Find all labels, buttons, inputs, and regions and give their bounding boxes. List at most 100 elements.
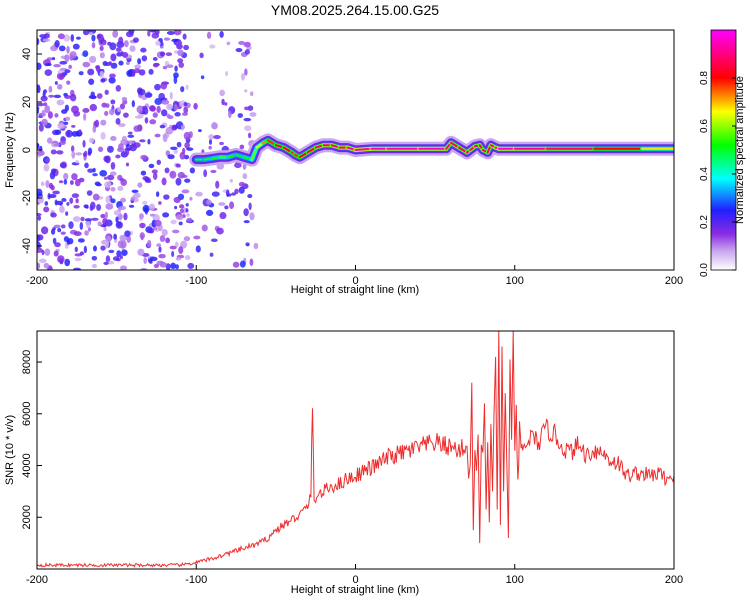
noise-blob <box>180 124 186 130</box>
noise-blob <box>87 168 94 173</box>
noise-blob <box>144 92 153 98</box>
noise-blob <box>115 47 122 52</box>
noise-blob <box>63 92 68 97</box>
noise-blob <box>112 256 120 261</box>
noise-blob <box>72 43 80 50</box>
noise-blob <box>69 51 77 59</box>
noise-blob <box>47 111 53 119</box>
noise-blob <box>231 192 236 196</box>
noise-blob <box>45 180 50 188</box>
noise-blob <box>144 117 149 124</box>
noise-blob <box>180 86 185 93</box>
noise-blob <box>131 189 139 193</box>
noise-blob <box>170 146 178 150</box>
noise-blob <box>149 30 156 33</box>
noise-blob <box>70 93 77 102</box>
noise-blob <box>64 104 70 112</box>
noise-blob <box>234 162 242 169</box>
noise-blob <box>147 239 152 248</box>
noise-blob <box>50 149 57 155</box>
noise-blob <box>226 41 231 46</box>
noise-blob <box>169 91 173 100</box>
noise-blob <box>99 70 104 79</box>
noise-blob <box>48 194 57 199</box>
noise-blob <box>166 64 174 69</box>
noise-blob <box>187 262 195 269</box>
snr-y-tick-label: 6000 <box>21 402 33 426</box>
noise-blob <box>59 205 65 214</box>
noise-blob <box>158 253 166 259</box>
colorbar-tick-label: 0.4 <box>699 167 710 181</box>
noise-blob <box>171 250 175 258</box>
noise-blob <box>173 104 178 111</box>
colorbar-gradient <box>710 29 737 271</box>
noise-blob <box>218 202 226 206</box>
noise-blob <box>71 124 76 128</box>
noise-blob <box>189 167 196 174</box>
noise-blob <box>92 167 96 173</box>
noise-blob <box>43 206 50 213</box>
noise-blob <box>103 155 110 163</box>
spectrogram-x-ticks: -200 -100 0 100 200 <box>26 265 683 287</box>
noise-blob <box>63 121 69 125</box>
noise-blob <box>183 44 190 51</box>
noise-blob <box>115 216 119 223</box>
noise-blob <box>118 60 124 66</box>
noise-blob <box>82 50 89 57</box>
noise-blob <box>64 69 71 74</box>
noise-blob <box>37 213 42 217</box>
noise-blob <box>105 195 111 204</box>
noise-blob <box>126 61 130 65</box>
spectrogram-x-label: Height of straight line (km) <box>291 284 419 296</box>
noise-blob <box>91 34 96 42</box>
noise-blob <box>37 102 44 107</box>
noise-blob <box>185 84 189 90</box>
noise-blob <box>57 122 65 130</box>
noise-blob <box>115 85 122 92</box>
noise-blob <box>206 199 212 205</box>
noise-blob <box>186 213 190 217</box>
noise-blob <box>83 204 89 209</box>
noise-blob <box>198 129 202 133</box>
noise-blob <box>144 177 151 183</box>
noise-blob <box>131 100 135 108</box>
noise-blob <box>152 112 158 118</box>
noise-blob <box>66 45 70 54</box>
noise-blob <box>239 144 245 150</box>
noise-blob <box>208 145 212 150</box>
noise-blob <box>45 63 52 67</box>
noise-blob <box>42 38 51 42</box>
noise-blob <box>174 50 179 54</box>
noise-blob <box>139 139 146 143</box>
noise-blob <box>99 52 105 59</box>
noise-blob <box>215 180 220 189</box>
noise-blob <box>129 45 136 52</box>
snr-series-line <box>37 331 674 568</box>
noise-blob <box>163 194 170 200</box>
noise-blob <box>173 75 178 84</box>
snr-x-tick-label: -100 <box>185 574 207 586</box>
noise-blob <box>53 63 61 68</box>
noise-blob <box>40 95 48 102</box>
noise-blob <box>52 237 57 245</box>
colorbar-tick-label: 0.0 <box>699 263 710 277</box>
noise-blob <box>103 227 107 232</box>
noise-blob <box>248 132 252 139</box>
noise-blob <box>203 169 208 178</box>
noise-blob <box>183 236 191 242</box>
noise-blob <box>82 108 90 113</box>
noise-blob <box>174 112 181 117</box>
noise-blob <box>116 221 122 227</box>
spectrogram-x-tick-label: 0 <box>352 275 358 287</box>
noise-blob <box>186 147 194 151</box>
noise-blob <box>79 221 84 230</box>
noise-blob <box>224 205 229 210</box>
noise-blob <box>219 141 224 146</box>
noise-blob <box>117 186 124 191</box>
noise-blob <box>147 138 151 145</box>
noise-blob <box>174 241 179 248</box>
noise-blob <box>54 81 58 85</box>
noise-blob <box>175 177 182 186</box>
noise-blob <box>201 224 208 232</box>
noise-blob <box>118 123 126 127</box>
